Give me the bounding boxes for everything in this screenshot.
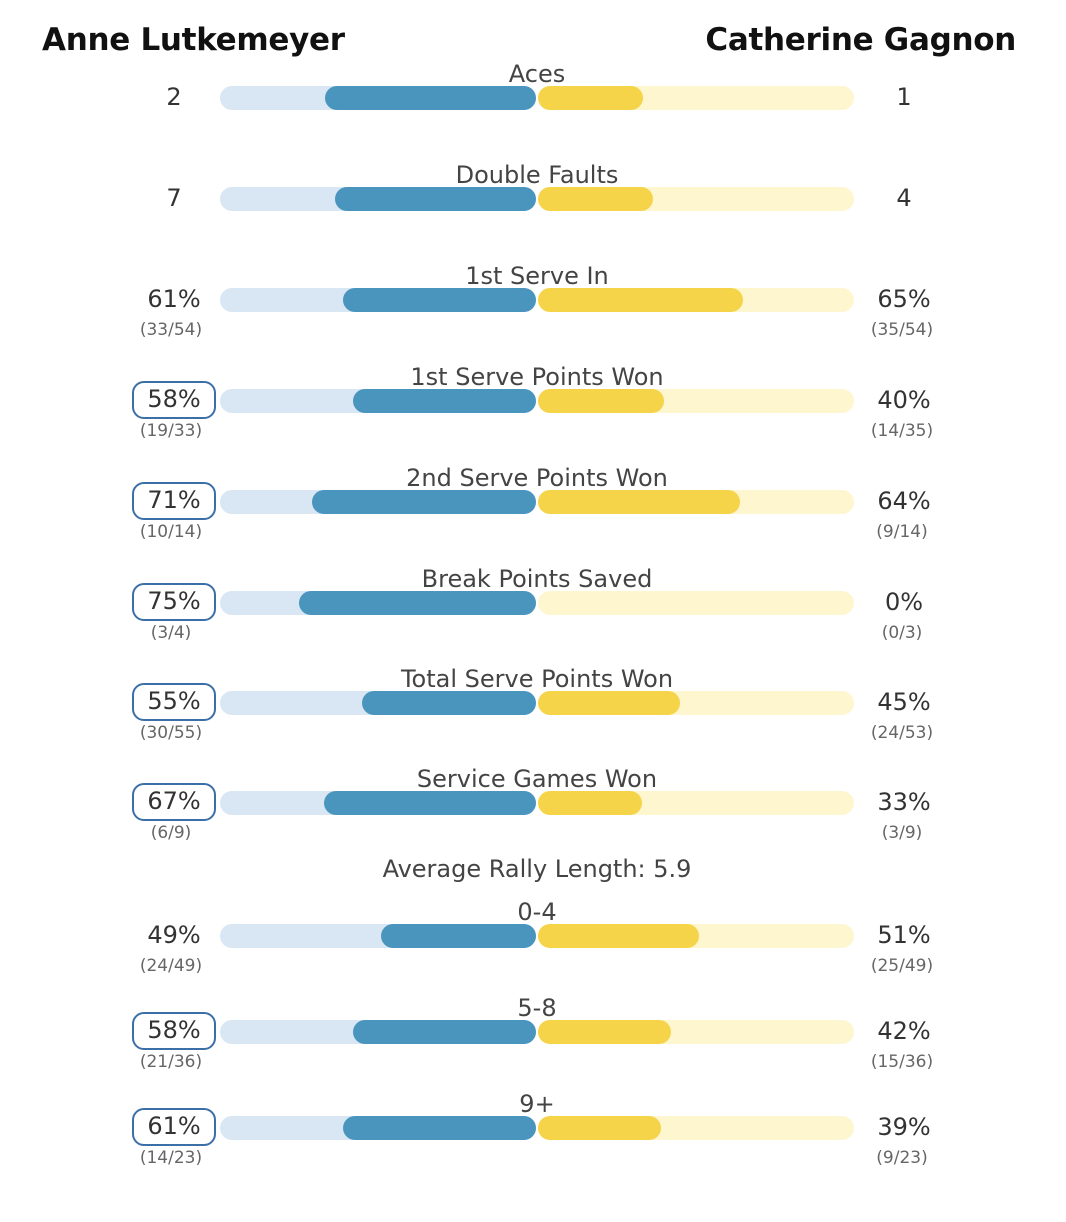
left-value: 58% [132,381,216,419]
right-fraction: (24/53) [870,723,934,743]
right-bar-fill [538,791,642,815]
stat-label: Double Faults [455,161,619,189]
right-bar-fill [538,924,699,948]
left-fraction: (19/33) [139,421,203,441]
stat-label: Break Points Saved [421,565,653,593]
right-value: 65% [877,285,931,313]
right-bar-fill [538,1020,671,1044]
right-value: 1 [896,83,912,111]
left-player-name: Anne Lutkemeyer [42,22,345,58]
right-bar-fill [538,1116,661,1140]
left-fraction: (3/4) [150,623,192,643]
right-value: 42% [877,1017,931,1045]
right-value: 0% [884,588,924,616]
left-bar-fill [299,591,536,615]
right-bar-fill [538,490,740,514]
stat-label: 0-4 [517,898,557,926]
right-value: 40% [877,386,931,414]
left-bar-fill [312,490,536,514]
left-fraction: (24/49) [139,956,203,976]
left-bar-fill [362,691,536,715]
left-value: 2 [166,83,182,111]
right-fraction: (3/9) [881,823,923,843]
right-fraction: (0/3) [881,623,923,643]
left-value: 71% [132,482,216,520]
left-value: 55% [132,683,216,721]
right-value: 39% [877,1113,931,1141]
right-bar-fill [538,691,680,715]
stat-label: Total Serve Points Won [400,665,674,693]
stat-label: 5-8 [517,994,557,1022]
right-bar-fill [538,288,743,312]
right-bar-fill [538,187,653,211]
right-value: 51% [877,921,931,949]
left-bar-fill [335,187,536,211]
right-fraction: (35/54) [870,320,934,340]
right-player-name: Catherine Gagnon [705,22,1016,58]
stat-label: Aces [508,60,566,88]
right-value: 45% [877,688,931,716]
left-bar-fill [353,1020,536,1044]
left-bar-fill [381,924,536,948]
left-value: 49% [147,921,201,949]
right-fraction: (25/49) [870,956,934,976]
left-bar-fill [324,791,536,815]
left-fraction: (30/55) [139,723,203,743]
left-value: 61% [147,285,201,313]
left-fraction: (14/23) [139,1148,203,1168]
right-fraction: (14/35) [870,421,934,441]
right-bar-fill [538,86,643,110]
right-bar-track [538,591,854,615]
stat-label: 2nd Serve Points Won [406,464,668,492]
left-bar-fill [325,86,536,110]
left-bar-fill [343,1116,536,1140]
left-fraction: (10/14) [139,522,203,542]
stat-label: 1st Serve In [465,262,609,290]
left-fraction: (33/54) [139,320,203,340]
left-fraction: (21/36) [139,1052,203,1072]
right-fraction: (9/23) [876,1148,928,1168]
left-value: 61% [132,1108,216,1146]
right-value: 4 [896,184,912,212]
left-value: 75% [132,583,216,621]
right-value: 33% [877,788,931,816]
right-value: 64% [877,487,931,515]
right-fraction: (9/14) [876,522,928,542]
left-value: 58% [132,1012,216,1050]
left-bar-fill [353,389,536,413]
right-bar-fill [538,389,664,413]
left-value: 7 [166,184,182,212]
left-bar-fill [343,288,536,312]
stat-label: 1st Serve Points Won [410,363,664,391]
left-fraction: (6/9) [150,823,192,843]
stat-label: Service Games Won [416,765,658,793]
rally-length-heading: Average Rally Length: 5.9 [382,855,692,883]
stat-label: 9+ [519,1090,555,1118]
right-fraction: (15/36) [870,1052,934,1072]
left-value: 67% [132,783,216,821]
